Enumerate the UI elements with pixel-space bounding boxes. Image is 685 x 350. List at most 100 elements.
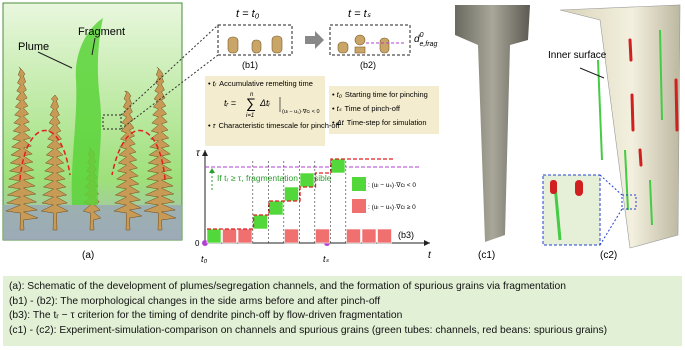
flow-arrow xyxy=(19,129,71,181)
def: • tₛ Time of pinch-off xyxy=(332,104,401,113)
green-cell xyxy=(253,214,268,230)
caption-line: (a): Schematic of the development of plu… xyxy=(9,281,566,292)
def: • Δt Time-step for simulation xyxy=(332,118,427,127)
def-desc: Characteristic timescale for pinch-off xyxy=(218,121,340,130)
blade-photo xyxy=(455,5,530,242)
zoom-line xyxy=(120,54,219,130)
caption: (a): Schematic of the development of plu… xyxy=(3,276,682,346)
def: • τ Characteristic timescale for pinch-off xyxy=(208,121,341,130)
side-arms xyxy=(227,34,390,54)
time-label: t = t₀ xyxy=(236,8,260,20)
formula-lhs: tᵣ = xyxy=(224,98,236,108)
red-cell xyxy=(361,228,377,244)
t0-label: t₀ xyxy=(201,254,208,264)
grains xyxy=(628,38,679,167)
inset-grain xyxy=(550,180,557,194)
inset-src xyxy=(621,194,637,210)
def-sym: t₀ xyxy=(337,90,342,99)
inset-channel xyxy=(553,184,562,241)
def-desc: Time-step for simulation xyxy=(347,118,427,127)
formula-top: n xyxy=(250,92,254,98)
panel-tag: (b3) xyxy=(398,230,414,240)
legend-text: : (uₗ − uₛ)·∇cₗ < 0 xyxy=(368,181,416,189)
def-desc: Time of pinch-off xyxy=(345,104,401,113)
panel-b3: τ t 0 t₀ tₛ If tᵣ ≥ τ, fragmentation pos… xyxy=(195,148,432,264)
def-desc: Accumulative remelting time xyxy=(219,79,313,88)
t0-dot xyxy=(202,240,208,246)
label: Inner surface xyxy=(548,50,607,61)
zoom-box xyxy=(102,114,122,130)
def: • tᵣ Accumulative remelting time xyxy=(208,79,313,88)
def-sym: tₛ xyxy=(337,104,342,113)
d-label: d0 e,frag xyxy=(414,32,437,48)
bullet: • xyxy=(332,104,335,113)
leader xyxy=(91,37,96,56)
red-cell xyxy=(222,228,237,244)
definitions: • tᵣ Accumulative remelting time tᵣ = ∑ n … xyxy=(205,76,439,146)
def-sym: tᵣ xyxy=(213,79,217,88)
inset-grain xyxy=(575,180,583,196)
channels xyxy=(597,29,663,226)
label: Plume xyxy=(18,41,49,53)
panel-c1: (c1) xyxy=(442,3,540,261)
formula-term: Δtᵢ xyxy=(259,98,271,108)
panel-tag: (b2) xyxy=(360,60,376,70)
leader xyxy=(579,67,605,79)
red-cell xyxy=(377,228,392,244)
def-sym: τ xyxy=(213,121,217,130)
red-cell xyxy=(237,228,253,244)
leader xyxy=(37,51,73,69)
green-cell xyxy=(268,200,284,216)
legend-swatch xyxy=(352,177,366,191)
panel-b-top: t = t₀ t = tₛ d0 e,frag (b1) (b2) xyxy=(217,8,437,70)
green-cell xyxy=(206,228,222,244)
bullet: • xyxy=(332,118,335,127)
label: Fragment xyxy=(78,26,125,38)
panel-tag: (c1) xyxy=(478,250,495,261)
green-cell xyxy=(299,172,315,188)
legend-swatch xyxy=(352,199,366,213)
panel-tag: (b1) xyxy=(242,60,258,70)
d-sub: e,frag xyxy=(419,41,437,48)
panel-tag: (a) xyxy=(82,250,94,261)
criterion-head xyxy=(209,168,215,173)
def: • t₀ Starting time for pinching xyxy=(332,90,428,99)
arrow xyxy=(305,31,324,49)
def-box xyxy=(205,76,325,146)
panel-tag: (c2) xyxy=(600,250,617,261)
origin: 0 xyxy=(195,239,200,248)
def-desc: Starting time for pinching xyxy=(345,90,428,99)
dendrite xyxy=(142,66,177,231)
dendrite xyxy=(113,90,143,231)
red-cell xyxy=(346,228,361,244)
inset-line xyxy=(599,174,623,196)
red-cell xyxy=(284,228,299,244)
bullet: • xyxy=(332,90,335,99)
formula-cond: (uₗ − uₛ)·∇cₗ < 0 xyxy=(282,108,320,115)
red-cell xyxy=(315,228,330,244)
figure: Plume Fragment (a) t = t₀ t = tₛ d0 e,fra… xyxy=(2,2,681,264)
dendrite xyxy=(4,66,39,231)
caption-line: (b3): The tᵣ − τ criterion for the timin… xyxy=(9,310,403,321)
green-cell xyxy=(284,186,299,202)
def-sym: Δt xyxy=(336,118,345,127)
step-line xyxy=(207,158,393,230)
formula-sum: ∑ xyxy=(246,95,256,111)
ts-label: tₛ xyxy=(323,254,330,264)
legend-text: : (uₗ − uₛ)·∇cₗ ≥ 0 xyxy=(368,203,416,211)
flow-arrow xyxy=(111,129,166,181)
d-base: d xyxy=(414,34,420,45)
time-label: t = tₛ xyxy=(348,8,372,20)
inset-line xyxy=(599,208,623,246)
d-sup: 0 xyxy=(420,32,424,39)
dendrite xyxy=(40,94,69,231)
axis-label: τ xyxy=(196,148,201,159)
criterion: If tᵣ ≥ τ, fragmentation possible xyxy=(217,173,332,183)
caption-line: (c1) - (c2): Experiment-simulation-compa… xyxy=(9,324,608,336)
caption-line: (b1) - (b2): The morphological changes i… xyxy=(9,295,381,307)
formula-bottom: i=1 xyxy=(246,113,254,119)
panel-a: Plume Fragment (a) xyxy=(2,2,219,261)
plume xyxy=(71,18,103,205)
axis-label: t xyxy=(428,250,432,261)
